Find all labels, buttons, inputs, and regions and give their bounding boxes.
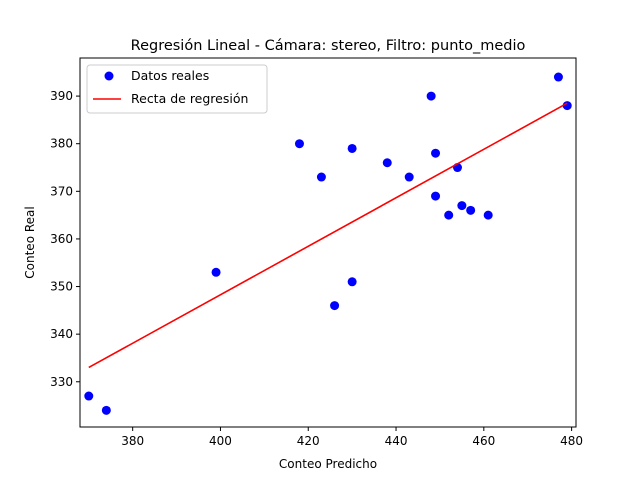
regression-line [88, 102, 568, 369]
data-point [316, 172, 326, 182]
data-point [101, 405, 111, 415]
data-point [553, 72, 563, 82]
data-point [426, 91, 436, 101]
data-point [211, 267, 221, 277]
y-tick-label: 330 [50, 375, 73, 389]
data-point [382, 158, 392, 168]
y-axis-label: Conteo Real [23, 206, 37, 278]
legend-label-datos-reales: Datos reales [131, 68, 209, 83]
data-point [444, 210, 454, 220]
x-tick-label: 420 [297, 434, 320, 448]
y-tick-label: 380 [50, 137, 73, 151]
plot-area [84, 72, 572, 415]
y-tick-label: 350 [50, 280, 73, 294]
data-point [347, 143, 357, 153]
x-axis-label: Conteo Predicho [279, 457, 377, 471]
data-point [466, 205, 476, 215]
data-point [330, 301, 340, 311]
data-point [483, 210, 493, 220]
axes-frame [79, 57, 577, 428]
legend: Datos reales Recta de regresión [86, 64, 268, 114]
data-point [562, 101, 572, 111]
legend-box [86, 64, 268, 114]
x-tick-label: 460 [472, 434, 495, 448]
data-point [294, 139, 304, 149]
data-point [347, 277, 357, 287]
data-point [457, 201, 467, 211]
y-tick-label: 340 [50, 327, 73, 341]
x-tick-label: 380 [121, 434, 144, 448]
y-tick-label: 360 [50, 232, 73, 246]
data-point [431, 191, 441, 201]
data-point [84, 391, 94, 401]
axis-ticks: 380 400 420 440 460 480 330 340 350 360 370 380 390 [50, 89, 583, 448]
data-point [404, 172, 414, 182]
x-tick-label: 440 [385, 434, 408, 448]
legend-label-recta: Recta de regresión [131, 91, 248, 106]
data-point [431, 148, 441, 158]
y-tick-label: 370 [50, 184, 73, 198]
x-tick-label: 400 [209, 434, 232, 448]
chart-title: Regresión Lineal - Cámara: stereo, Filtr… [131, 38, 526, 54]
y-tick-label: 390 [50, 89, 73, 103]
x-tick-label: 480 [560, 434, 583, 448]
legend-marker-scatter [104, 71, 114, 81]
